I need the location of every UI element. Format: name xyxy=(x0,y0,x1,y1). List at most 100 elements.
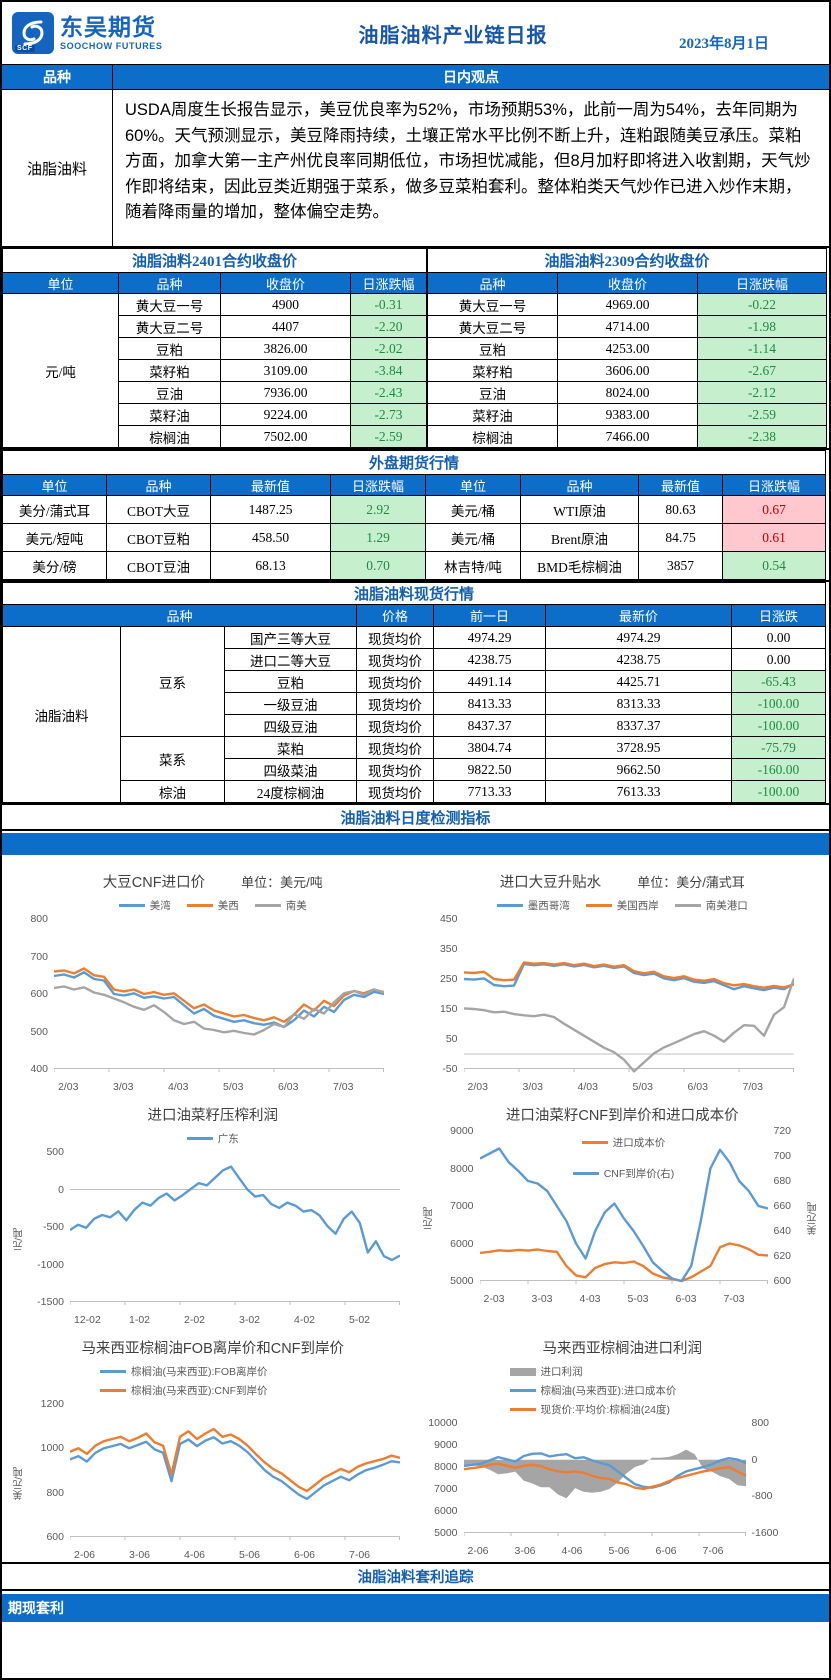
x-tick-label: 2/03 xyxy=(58,1081,79,1093)
table-title: 外盘期货行情 xyxy=(2,450,826,475)
table-row: 美元/短吨 CBOT豆粕 458.50 1.29 美元/桶 Brent原油 84.75 0.6… xyxy=(2,523,826,552)
table-title-row: 油脂油料现货行情 xyxy=(2,582,826,605)
x-tick-label: 3-02 xyxy=(239,1314,261,1326)
legend-item: 现货价:平均价:棕榈油(24度) xyxy=(509,1402,670,1417)
legend-label: 棕榈油(马来西亚):FOB离岸价 xyxy=(131,1366,268,1378)
price-type-cell: 现货均价 xyxy=(356,648,434,671)
y-tick-label: 700 xyxy=(773,1150,792,1162)
variety-cell: 黄大豆一号 xyxy=(118,293,221,316)
chart-unit-label: 单位：美元/吨 xyxy=(241,875,323,890)
y-tick-label: -50 xyxy=(442,1063,458,1075)
close-price-cell: 3826.00 xyxy=(220,337,351,360)
y-tick-label: 800 xyxy=(751,1417,770,1429)
table-header-row: 单位 品种 最新值 日涨跌幅 单位 品种 最新值 日涨跌幅 xyxy=(2,474,826,496)
x-tick-label: 6/03 xyxy=(687,1081,708,1093)
prev-day-cell: 3804.74 xyxy=(433,736,546,759)
plot-area: 2-06 3-06 4-06 5-06 6-06 7-06 xyxy=(463,1423,747,1558)
table-cell: WTI原油 xyxy=(520,495,639,524)
y-tick-label: 6000 xyxy=(434,1505,458,1517)
x-tick-label: 2/03 xyxy=(467,1081,488,1093)
column-header: 价格 xyxy=(356,604,434,627)
table-cell: 1487.25 xyxy=(210,495,331,524)
company-name-cn: 东吴期货 xyxy=(60,14,156,40)
chart-title: 大豆CNF进口价 xyxy=(102,875,206,891)
y-tick-label: 9000 xyxy=(450,1125,474,1137)
legend-swatch xyxy=(581,1141,608,1144)
daily-change-cell: -2.02 xyxy=(350,337,427,360)
prev-day-cell: 4491.14 xyxy=(433,670,546,693)
column-header: 品种 xyxy=(118,272,221,294)
legend-swatch xyxy=(509,1389,536,1392)
close-price-cell: 3606.00 xyxy=(557,359,698,382)
table-row: 棕榈油 7466.00 -2.38 xyxy=(427,425,827,448)
line-chart-canvas xyxy=(463,1449,747,1536)
line-series-美湾 xyxy=(53,971,385,1029)
close-price-cell: 7466.00 xyxy=(557,425,698,448)
area-series-进口利润 xyxy=(463,1449,746,1499)
daily-change-cell: 0.54 xyxy=(722,551,826,580)
indicator-charts-grid: 大豆CNF进口价 单位：美元/吨 美湾 美西 南美 800 700 600 500 400 2/03… xyxy=(2,855,829,1562)
x-tick-label: 2-02 xyxy=(184,1314,206,1326)
price-type-cell: 现货均价 xyxy=(356,670,434,693)
y-tick-label: 400 xyxy=(30,1063,48,1075)
x-tick-label: 3-06 xyxy=(514,1545,536,1557)
table-title-row: 外盘期货行情 xyxy=(2,450,826,475)
line-chart-canvas xyxy=(463,961,795,1073)
logo-badge: SCF xyxy=(15,45,35,52)
table-cell: 美元/桶 xyxy=(425,495,521,524)
x-tick-label: 3/03 xyxy=(522,1081,543,1093)
x-tick-label: 7-06 xyxy=(349,1549,371,1561)
legend-swatch xyxy=(118,904,145,907)
latest-price-cell: 4238.75 xyxy=(545,648,732,671)
chart-title: 马来西亚棕榈油FOB离岸价和CNF到岸价 xyxy=(81,1341,345,1357)
x-axis-ticks: 12-02 1-02 2-02 3-02 4-02 5-02 xyxy=(70,1311,400,1327)
y-axis-ticks-left: 800 700 600 500 400 xyxy=(12,913,54,1075)
table-row: 豆油 8024.00 -2.12 xyxy=(427,381,827,404)
prev-day-cell: 8413.33 xyxy=(433,692,546,715)
x-tick-label: 6/03 xyxy=(278,1081,299,1093)
variety-cell: 菜籽油 xyxy=(118,403,221,426)
line-series-墨西哥湾 xyxy=(463,962,795,992)
legend-label: 美国西岸 xyxy=(616,900,659,912)
daily-change-cell: -2.59 xyxy=(697,403,827,426)
legend-label: 美湾 xyxy=(149,900,171,912)
x-tick-label: 4-06 xyxy=(184,1549,206,1561)
plot-area: 进口成本价 CNF到岸价(右) 2-03 3-03 4-03 5-03 6-03 7-03 xyxy=(478,1131,768,1306)
table-row: 元/吨 黄大豆一号 4900 -0.31 xyxy=(2,293,427,448)
table-row: 豆油 7936.00 -2.43 xyxy=(3,381,427,404)
x-tick-label: 3-03 xyxy=(531,1293,553,1305)
x-axis-ticks: 2/03 3/03 4/03 5/03 6/03 7/03 xyxy=(464,1078,794,1094)
prev-day-cell: 4238.75 xyxy=(433,648,546,671)
table-cell: CBOT大豆 xyxy=(106,495,211,524)
line-chart-canvas xyxy=(69,1427,401,1540)
x-tick-label: 3-06 xyxy=(129,1549,151,1561)
daily-change-cell: -100.00 xyxy=(731,780,826,803)
table-header-row: 品种 价格 前一日 最新价 日涨跌 xyxy=(2,604,826,627)
daily-change-cell: 0.00 xyxy=(731,648,826,671)
report-header: SCF 东吴期货 SOOCHOW FUTURES 油脂油料产业链日报 2023年… xyxy=(2,2,829,65)
plot-area: 2/03 3/03 4/03 5/03 6/03 7/03 xyxy=(463,919,795,1094)
column-header: 前一日 xyxy=(433,604,546,627)
daily-change-cell: -2.43 xyxy=(350,381,427,404)
y-tick-label: 620 xyxy=(773,1250,792,1262)
daily-change-cell: -1.98 xyxy=(697,315,827,338)
variety-cell: 菜籽粕 xyxy=(427,359,558,382)
y-axis-ticks-left: 9000 8000 7000 6000 5000 xyxy=(438,1125,480,1287)
y-axis-ticks-right: 800 0 -800 -1600 xyxy=(746,1417,784,1539)
x-tick-label: 4-02 xyxy=(294,1314,316,1326)
column-header: 日涨跌幅 xyxy=(697,272,827,294)
y-tick-label: 500 xyxy=(30,1025,48,1038)
daily-change-cell: -160.00 xyxy=(731,758,826,781)
line-chart-canvas xyxy=(53,967,385,1072)
x-tick-label: 5-02 xyxy=(349,1314,371,1326)
close-price-cell: 4714.00 xyxy=(557,315,698,338)
y-tick-label: 450 xyxy=(439,913,458,925)
variety-cell: 菜籽油 xyxy=(427,403,558,426)
price-type-cell: 现货均价 xyxy=(356,758,434,781)
plot-area: 2/03 3/03 4/03 5/03 6/03 7/03 xyxy=(53,919,385,1094)
x-tick-label: 3/03 xyxy=(113,1081,134,1093)
legend-item: 墨西哥湾 xyxy=(496,898,570,913)
table-row: 油脂油料 豆系 国产三等大豆 现货均价 4974.29 4974.29 0.00 xyxy=(2,626,826,803)
y-tick-label: 1200 xyxy=(40,1398,64,1410)
line-chart-canvas xyxy=(69,1165,401,1305)
